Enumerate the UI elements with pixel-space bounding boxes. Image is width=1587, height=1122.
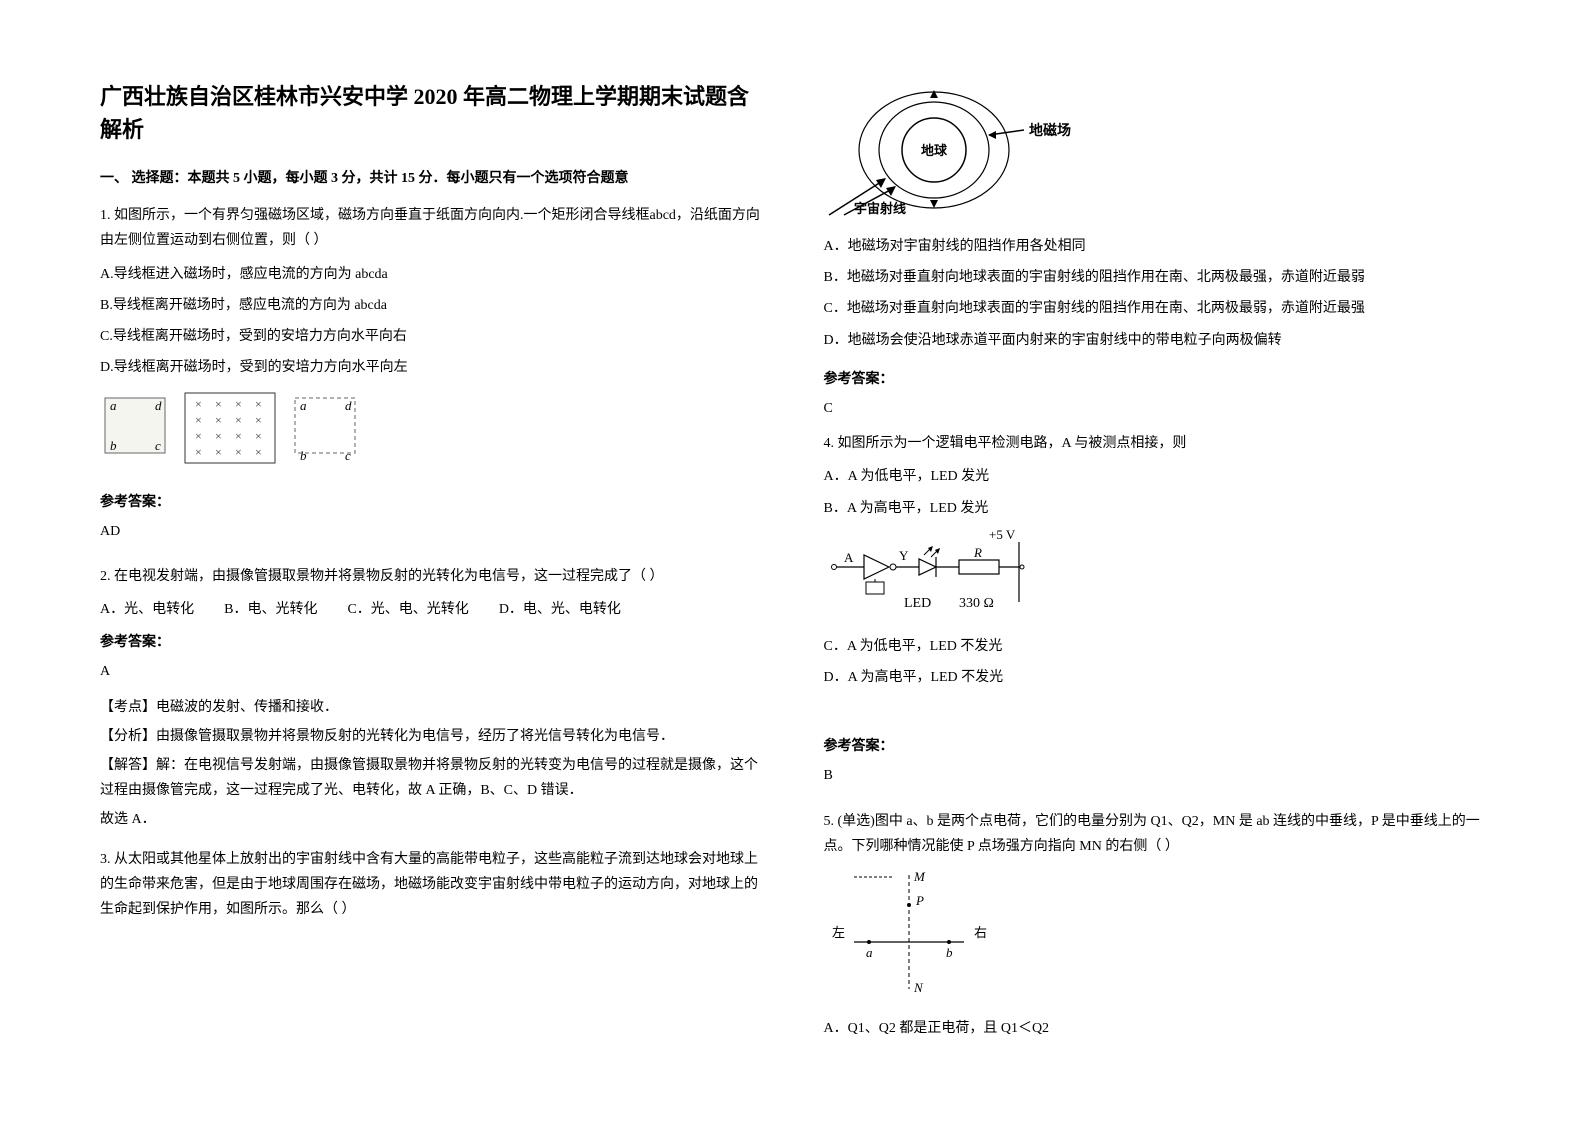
q3-stem: 3. 从太阳或其他星体上放射出的宇宙射线中含有大量的高能带电粒子，这些高能粒子流… [100, 847, 764, 923]
svg-text:×: × [235, 445, 242, 459]
svg-text:a: a [110, 398, 117, 413]
q2-option-a: A．光、电转化 [100, 597, 194, 622]
svg-text:+5 V: +5 V [989, 527, 1016, 542]
svg-text:右: 右 [974, 925, 987, 940]
svg-text:a: a [866, 945, 873, 960]
svg-text:b: b [946, 945, 953, 960]
q4-option-a: A．A 为低电平，LED 发光 [824, 464, 1488, 489]
svg-text:×: × [255, 397, 262, 411]
q2-explain2: 故选 A． [100, 807, 764, 832]
q1-stem: 1. 如图所示，一个有界匀强磁场区域，磁场方向垂直于纸面方向向内.一个矩形闭合导… [100, 203, 764, 253]
q1-figure: a d b c × × × × × × × × × × × × × × × × a d b c [100, 388, 764, 477]
svg-text:b: b [300, 448, 307, 463]
q3-option-b: B．地磁场对垂直射向地球表面的宇宙射线的阻挡作用在南、北两极最强，赤道附近最弱 [824, 265, 1488, 290]
q4-answer-label: 参考答案： [824, 734, 1488, 759]
svg-text:c: c [155, 438, 161, 453]
question-3-stem: 3. 从太阳或其他星体上放射出的宇宙射线中含有大量的高能带电粒子，这些高能粒子流… [100, 847, 764, 931]
svg-text:×: × [215, 413, 222, 427]
svg-text:330 Ω: 330 Ω [959, 596, 994, 611]
svg-text:×: × [235, 429, 242, 443]
q3-option-a: A．地磁场对宇宙射线的阻挡作用各处相同 [824, 234, 1488, 259]
svg-text:×: × [255, 429, 262, 443]
q2-point: 【考点】电磁波的发射、传播和接收． [100, 695, 764, 720]
svg-text:×: × [215, 397, 222, 411]
q1-answer: AD [100, 519, 764, 544]
svg-text:LED: LED [904, 596, 931, 611]
q3-answer-label: 参考答案： [824, 367, 1488, 392]
svg-text:×: × [235, 397, 242, 411]
q2-answer-label: 参考答案： [100, 630, 764, 655]
svg-text:×: × [195, 445, 202, 459]
svg-text:Y: Y [899, 548, 909, 563]
q5-option-a: A．Q1、Q2 都是正电荷，且 Q1＜Q2 [824, 1016, 1488, 1041]
q4-figure: +5 V A Y [824, 527, 1488, 626]
svg-text:地磁场: 地磁场 [1029, 122, 1071, 139]
q3-answer: C [824, 396, 1488, 421]
q1-answer-label: 参考答案： [100, 490, 764, 515]
q1-option-c: C.导线框离开磁场时，受到的安培力方向水平向右 [100, 324, 764, 349]
svg-text:c: c [345, 448, 351, 463]
svg-text:A: A [844, 550, 854, 565]
question-1: 1. 如图所示，一个有界匀强磁场区域，磁场方向垂直于纸面方向向内.一个矩形闭合导… [100, 203, 764, 554]
q2-option-d: D．电、光、电转化 [499, 597, 621, 622]
q4-option-b: B．A 为高电平，LED 发光 [824, 496, 1488, 521]
svg-text:宇宙射线: 宇宙射线 [854, 201, 906, 216]
svg-text:左: 左 [832, 925, 845, 940]
q4-option-c: C．A 为低电平，LED 不发光 [824, 634, 1488, 659]
question-2: 2. 在电视发射端，由摄像管摄取景物并将景物反射的光转化为电信号，这一过程完成了… [100, 564, 764, 837]
svg-text:×: × [195, 413, 202, 427]
svg-text:P: P [915, 893, 924, 908]
svg-text:×: × [255, 413, 262, 427]
q5-figure: M N a b P 左 右 [824, 867, 1488, 1006]
svg-text:×: × [215, 445, 222, 459]
svg-text:d: d [345, 398, 352, 413]
q3-figure: 地球 地磁场 宇宙射线 [824, 80, 1104, 220]
q3-option-c: C．地磁场对垂直射向地球表面的宇宙射线的阻挡作用在南、北两极最弱，赤道附近最强 [824, 296, 1488, 321]
svg-text:×: × [255, 445, 262, 459]
q1-option-d: D.导线框离开磁场时，受到的安培力方向水平向左 [100, 355, 764, 380]
svg-text:d: d [155, 398, 162, 413]
svg-text:M: M [913, 869, 926, 884]
q2-options-row: A．光、电转化 B．电、光转化 C．光、电、光转化 D．电、光、电转化 [100, 597, 764, 622]
svg-text:×: × [195, 429, 202, 443]
svg-text:b: b [110, 438, 117, 453]
q5-stem: 5. (单选)图中 a、b 是两个点电荷，它们的电量分别为 Q1、Q2，MN 是… [824, 809, 1488, 859]
q2-option-b: B．电、光转化 [224, 597, 317, 622]
q3-option-d: D．地磁场会使沿地球赤道平面内射来的宇宙射线中的带电粒子向两极偏转 [824, 328, 1488, 353]
svg-text:×: × [215, 429, 222, 443]
svg-text:a: a [300, 398, 307, 413]
svg-text:R: R [973, 545, 982, 560]
q2-option-c: C．光、电、光转化 [347, 597, 468, 622]
q2-answer: A [100, 659, 764, 684]
page-title: 广西壮族自治区桂林市兴安中学 2020 年高二物理上学期期末试题含解析 [100, 80, 764, 146]
right-column: 地球 地磁场 宇宙射线 A．地磁场对宇宙射线的阻挡作用各处相同 B．地磁场对垂直… [824, 80, 1488, 1042]
svg-text:×: × [195, 397, 202, 411]
q4-answer: B [824, 763, 1488, 788]
svg-text:×: × [235, 413, 242, 427]
question-5: 5. (单选)图中 a、b 是两个点电荷，它们的电量分别为 Q1、Q2，MN 是… [824, 809, 1488, 1048]
left-column: 广西壮族自治区桂林市兴安中学 2020 年高二物理上学期期末试题含解析 一、 选… [100, 80, 764, 1042]
q2-explain1: 【解答】解：在电视信号发射端，由摄像管摄取景物并将景物反射的光转变为电信号的过程… [100, 753, 764, 803]
q2-analysis: 【分析】由摄像管摄取景物并将景物反射的光转化为电信号，经历了将光信号转化为电信号… [100, 724, 764, 749]
q1-option-a: A.导线框进入磁场时，感应电流的方向为 abcda [100, 262, 764, 287]
svg-text:N: N [913, 980, 924, 995]
question-4: 4. 如图所示为一个逻辑电平检测电路，A 与被测点相接，则 A．A 为低电平，L… [824, 431, 1488, 799]
q1-option-b: B.导线框离开磁场时，感应电流的方向为 abcda [100, 293, 764, 318]
q4-option-d: D．A 为高电平，LED 不发光 [824, 665, 1488, 690]
section-heading: 一、 选择题：本题共 5 小题，每小题 3 分，共计 15 分．每小题只有一个选… [100, 166, 764, 191]
q4-stem: 4. 如图所示为一个逻辑电平检测电路，A 与被测点相接，则 [824, 431, 1488, 456]
q2-stem: 2. 在电视发射端，由摄像管摄取景物并将景物反射的光转化为电信号，这一过程完成了… [100, 564, 764, 589]
svg-text:地球: 地球 [920, 143, 947, 158]
